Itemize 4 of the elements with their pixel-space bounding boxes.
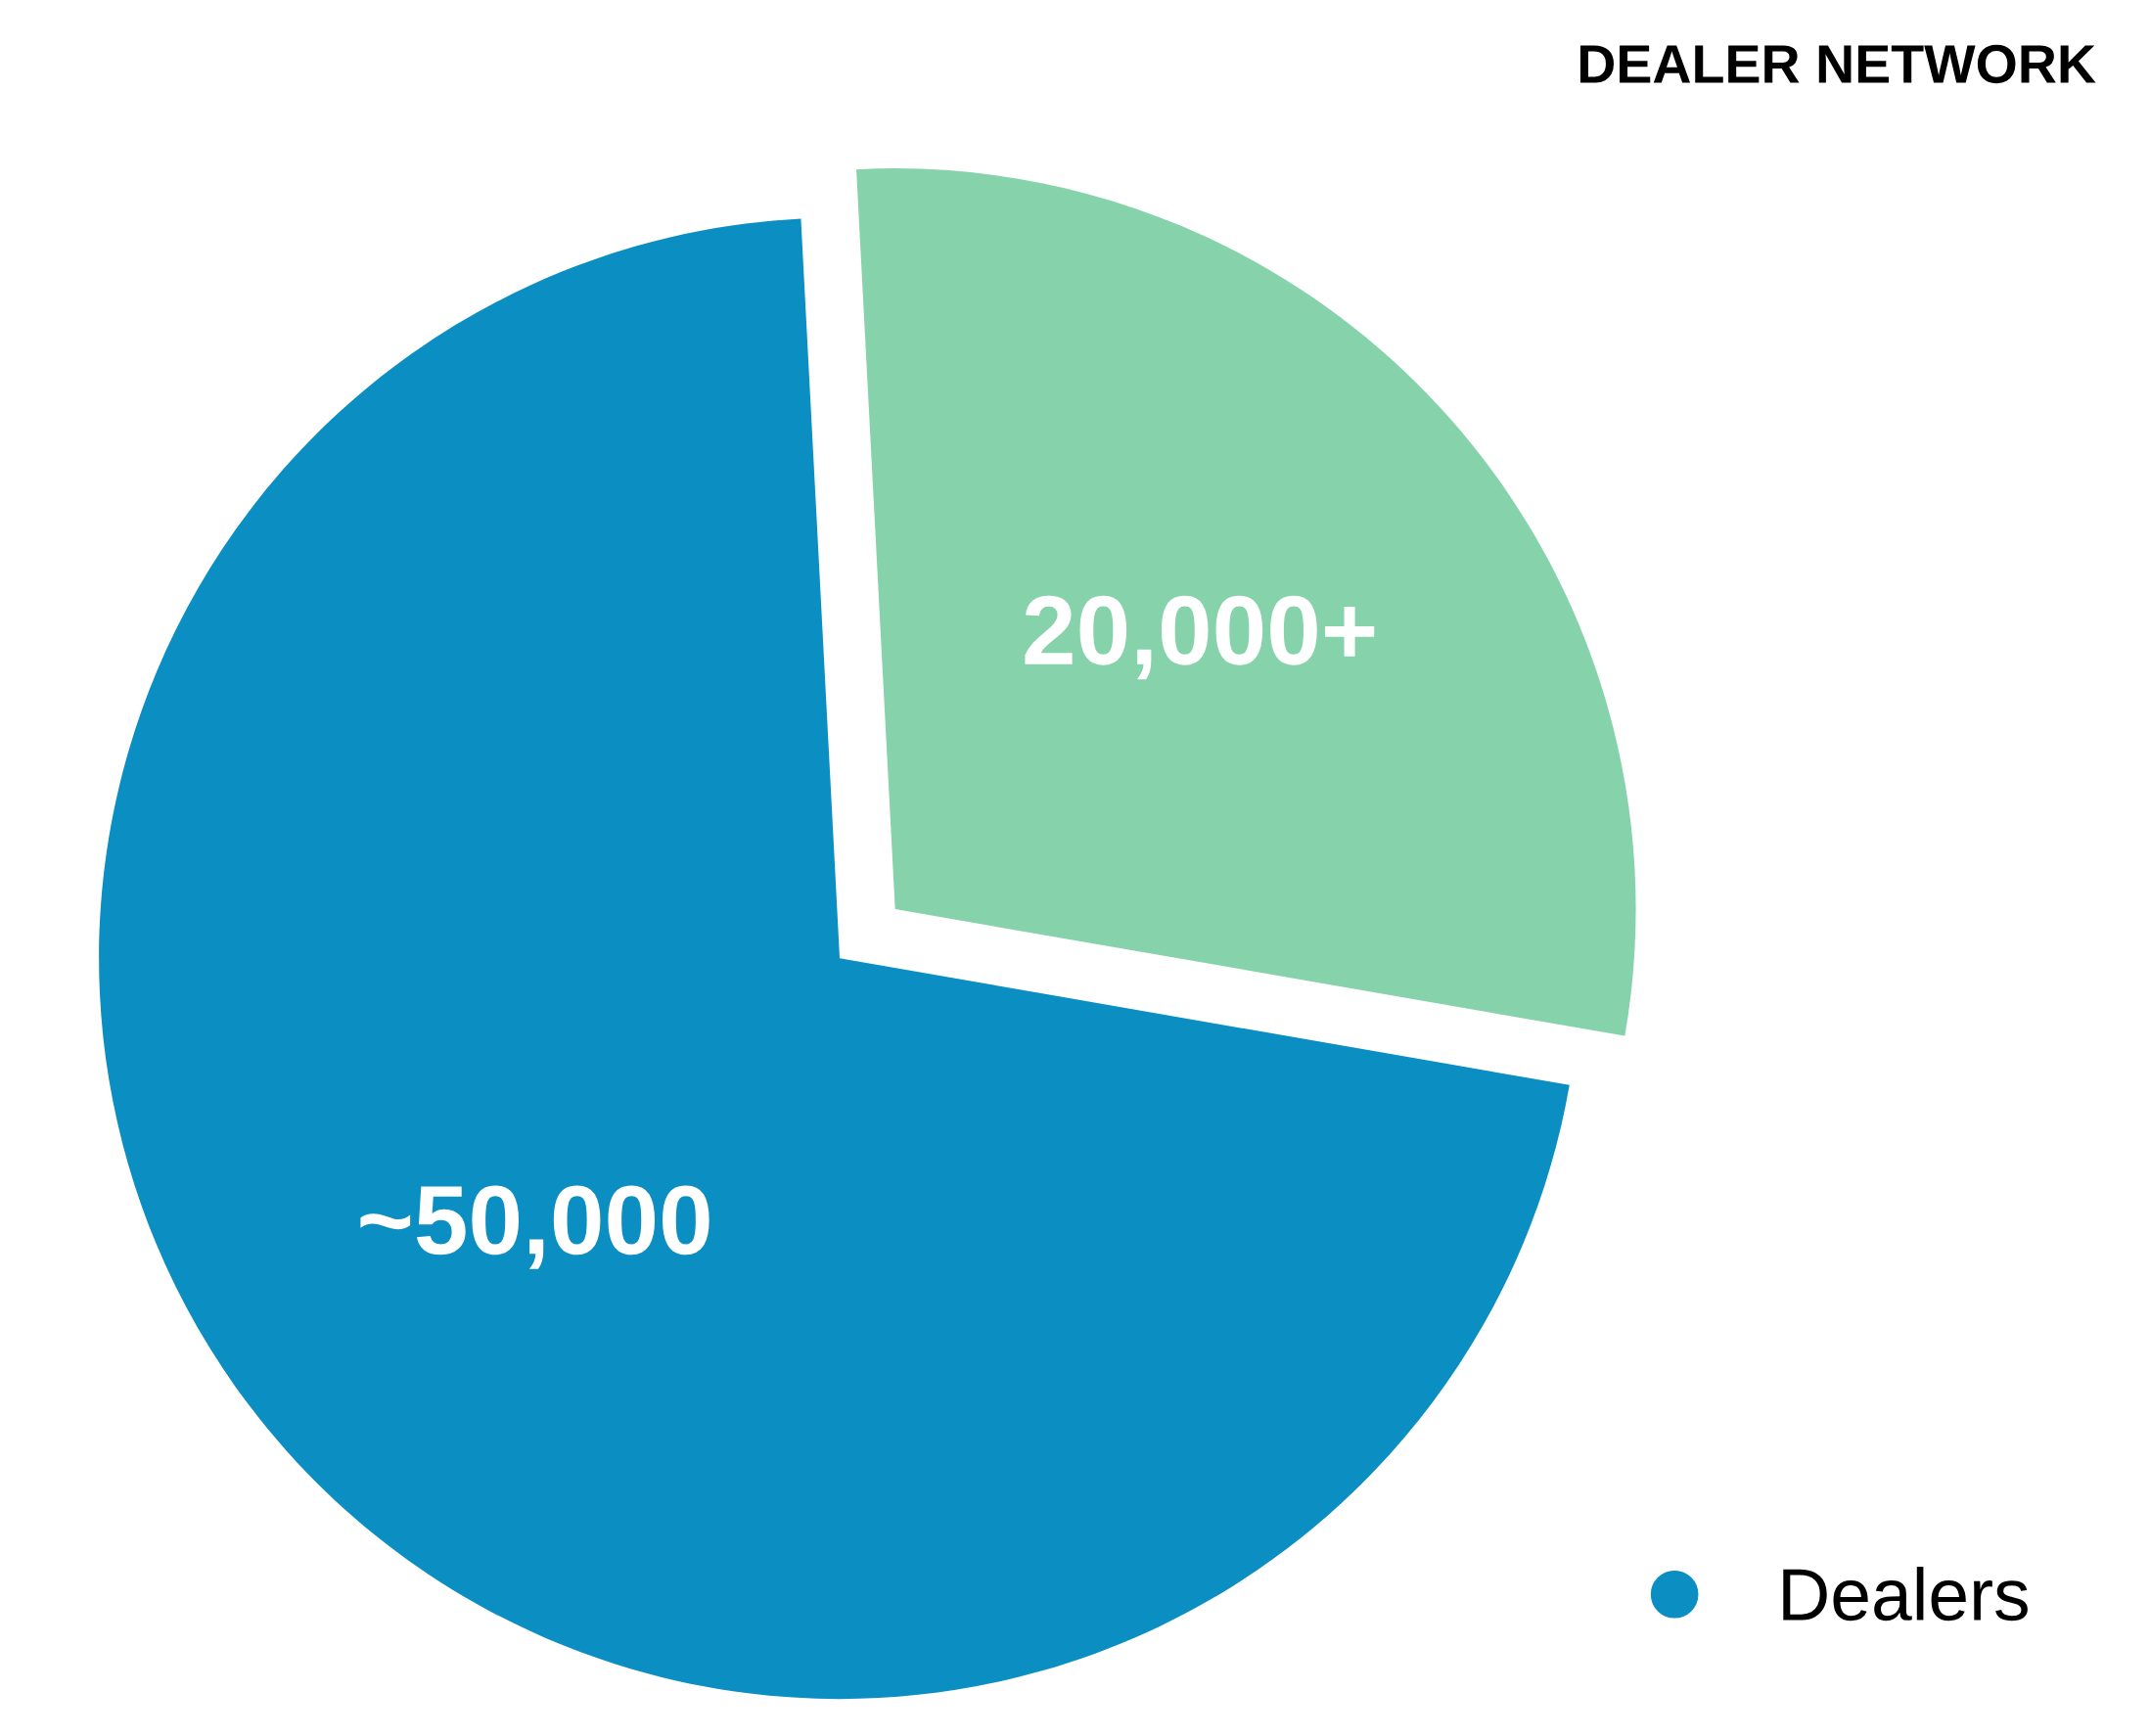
legend-label: Dealers <box>1783 1567 2028 1622</box>
data-label: ~50,000 <box>360 1185 709 1269</box>
data-label: 20,000+ <box>1025 595 1375 680</box>
chart-title: DEALER NETWORK <box>1579 44 2096 84</box>
